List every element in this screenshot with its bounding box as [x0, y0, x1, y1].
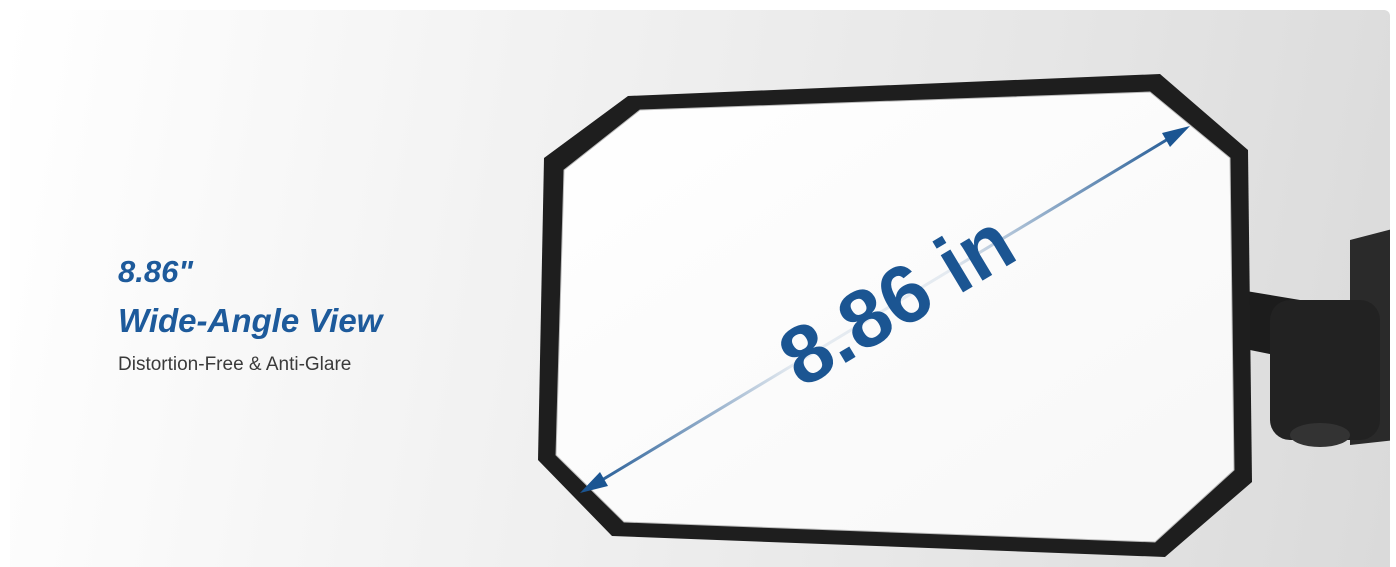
mirror-illustration: 8.86 in	[10, 10, 1390, 567]
headline: 8.86"	[118, 254, 193, 290]
page: 8.86 in 8.86" Wide-Angle View Distortion…	[0, 0, 1396, 567]
headline: Wide-Angle View	[118, 302, 382, 340]
subtitle: Distortion-Free & Anti-Glare	[118, 354, 351, 376]
mirror-mount	[1240, 228, 1390, 447]
banner: 8.86 in 8.86" Wide-Angle View Distortion…	[10, 10, 1390, 567]
